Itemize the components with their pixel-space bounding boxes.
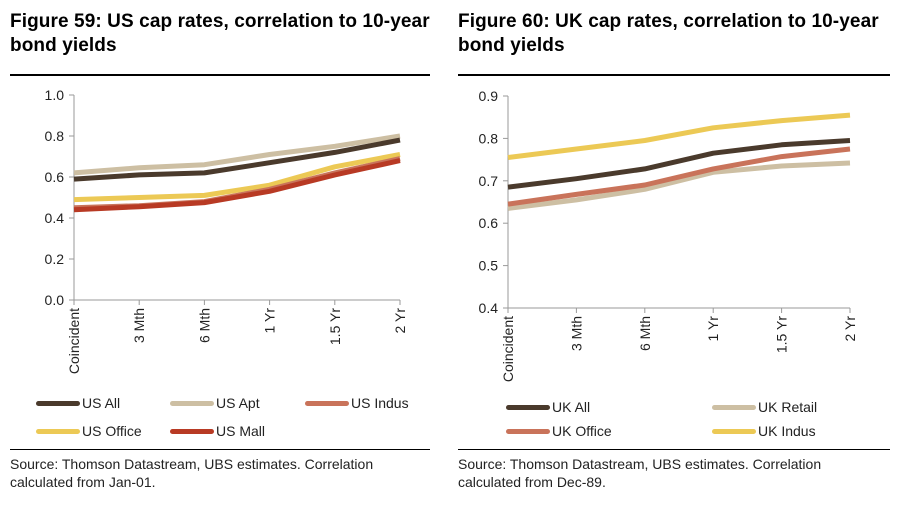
legend-item-us-office: US Office bbox=[36, 423, 142, 439]
legend-item-us-indus: US Indus bbox=[305, 395, 409, 411]
legend-swatch bbox=[170, 428, 214, 434]
figure-60-panel: Figure 60: UK cap rates, correlation to … bbox=[450, 0, 900, 512]
legend-label: UK Office bbox=[552, 423, 612, 439]
legend-item-us-mall: US Mall bbox=[170, 423, 265, 439]
figure-59-title: Figure 59: US cap rates, correlation to … bbox=[10, 11, 430, 56]
x-tick-label: 2 Yr bbox=[842, 316, 858, 342]
series-line-uk-indus bbox=[507, 112, 851, 160]
x-tick-label: 1 Yr bbox=[262, 308, 278, 334]
legend-label: UK All bbox=[552, 399, 591, 415]
series-line-uk-retail bbox=[507, 160, 851, 211]
legend-item-uk-all: UK All bbox=[506, 399, 590, 415]
legend-swatch bbox=[36, 428, 80, 434]
y-tick-label: 0.2 bbox=[45, 251, 65, 267]
series-line-uk-all bbox=[507, 138, 851, 190]
legend-swatch bbox=[506, 428, 550, 434]
y-tick-label: 0.4 bbox=[479, 300, 499, 316]
x-tick-label: 1 Yr bbox=[705, 316, 721, 342]
legend-label: UK Indus bbox=[758, 423, 816, 439]
series-line-us-mall bbox=[73, 158, 401, 213]
series-line-us-all bbox=[73, 137, 401, 182]
x-tick-label: 6 Mth bbox=[196, 308, 212, 343]
legend-label: US Mall bbox=[216, 423, 266, 439]
legend-item-uk-office: UK Office bbox=[506, 423, 612, 439]
legend-swatch bbox=[170, 400, 214, 406]
x-tick-label: 2 Yr bbox=[392, 308, 408, 334]
x-tick-label: 6 Mth bbox=[637, 316, 653, 351]
figure-60-title-rule bbox=[458, 74, 890, 76]
legend-swatch bbox=[305, 400, 349, 406]
legend-swatch bbox=[36, 400, 80, 406]
y-tick-label: 0.4 bbox=[45, 210, 65, 226]
figure-60-source: Source: Thomson Datastream, UBS estimate… bbox=[458, 456, 822, 490]
x-tick-label: Coincident bbox=[66, 308, 82, 374]
figure-59-title-rule bbox=[10, 74, 430, 76]
figure-60-title: Figure 60: UK cap rates, correlation to … bbox=[458, 11, 879, 56]
legend-item-uk-retail: UK Retail bbox=[712, 399, 817, 415]
x-tick-label: 3 Mth bbox=[568, 316, 584, 351]
y-tick-label: 1.0 bbox=[45, 87, 65, 103]
y-tick-label: 0.8 bbox=[45, 128, 65, 144]
y-tick-label: 0.9 bbox=[479, 88, 499, 104]
figure-59-panel: Figure 59: US cap rates, correlation to … bbox=[0, 0, 440, 512]
y-tick-label: 0.7 bbox=[479, 173, 499, 189]
legend-label: US Indus bbox=[351, 395, 409, 411]
x-tick-label: 1.5 Yr bbox=[327, 308, 343, 345]
x-tick-label: 3 Mth bbox=[131, 308, 147, 343]
y-tick-label: 0.6 bbox=[45, 169, 65, 185]
y-tick-label: 0.6 bbox=[479, 215, 499, 231]
y-tick-label: 0.5 bbox=[479, 258, 499, 274]
series-line-us-office bbox=[73, 152, 401, 203]
figure-60-bottom-rule bbox=[458, 449, 890, 450]
legend-label: US Office bbox=[82, 423, 142, 439]
legend-item-us-apt: US Apt bbox=[170, 395, 260, 411]
legend-swatch bbox=[712, 428, 756, 434]
y-tick-label: 0.8 bbox=[479, 130, 499, 146]
x-tick-label: 1.5 Yr bbox=[774, 316, 790, 353]
figure-59-source: Source: Thomson Datastream, UBS estimate… bbox=[10, 456, 374, 490]
legend-item-uk-indus: UK Indus bbox=[712, 423, 816, 439]
series-line-us-apt bbox=[73, 133, 401, 176]
legend-swatch bbox=[506, 404, 550, 410]
figure-59-bottom-rule bbox=[10, 449, 430, 450]
legend-label: US Apt bbox=[216, 395, 260, 411]
y-tick-label: 0.0 bbox=[45, 292, 65, 308]
legend-label: UK Retail bbox=[758, 399, 818, 415]
series-line-uk-office bbox=[507, 146, 851, 207]
legend-swatch bbox=[712, 404, 756, 410]
legend-label: US All bbox=[82, 395, 121, 411]
x-tick-label: Coincident bbox=[500, 316, 516, 382]
legend-item-us-all: US All bbox=[36, 395, 120, 411]
